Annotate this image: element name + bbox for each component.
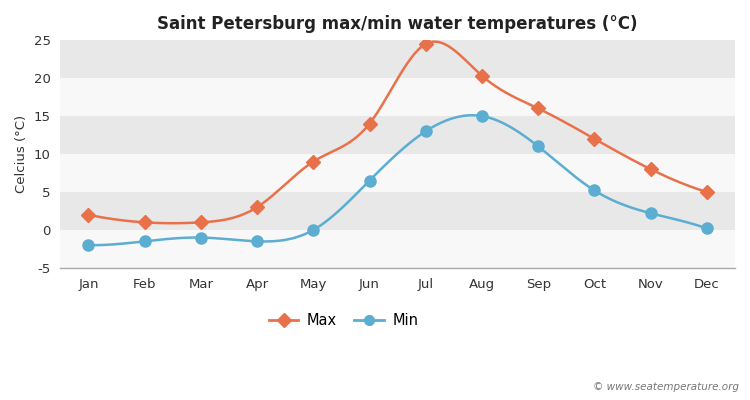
Y-axis label: Celcius (°C): Celcius (°C) [15, 115, 28, 193]
Bar [60, 230, 735, 268]
Bar [60, 192, 735, 230]
Bar [60, 78, 735, 116]
Bar [60, 116, 735, 154]
Title: Saint Petersburg max/min water temperatures (°C): Saint Petersburg max/min water temperatu… [158, 15, 638, 33]
Bar [60, 154, 735, 192]
Bar [60, 40, 735, 78]
Legend: Max, Min: Max, Min [263, 307, 424, 334]
Text: © www.seatemperature.org: © www.seatemperature.org [592, 382, 739, 392]
